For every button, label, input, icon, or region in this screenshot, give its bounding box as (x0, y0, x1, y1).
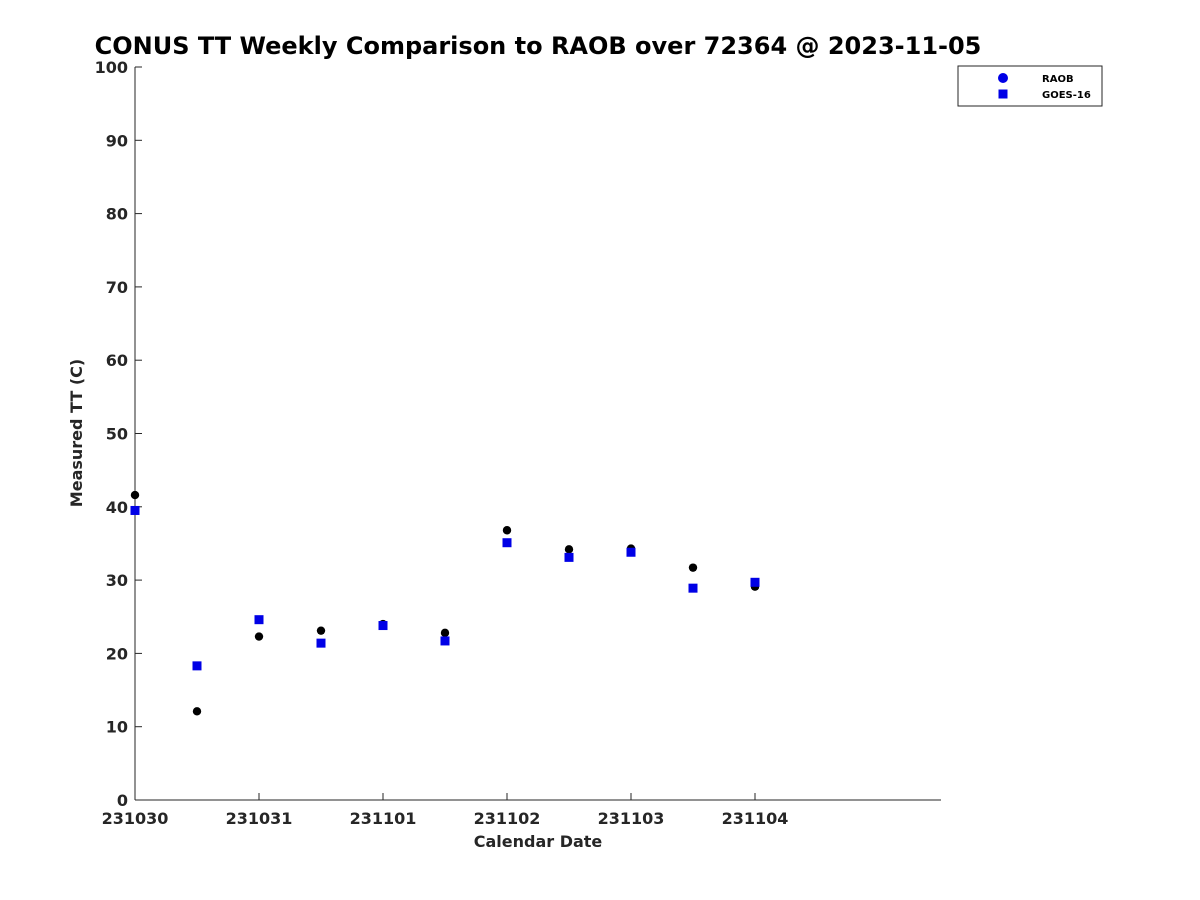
y-tick-label: 40 (106, 498, 128, 517)
x-tick-label: 231103 (598, 809, 665, 828)
x-axis-label: Calendar Date (474, 832, 603, 851)
x-tick-label: 231031 (226, 809, 293, 828)
point-goes16 (502, 538, 512, 548)
x-tick-label: 231030 (102, 809, 169, 828)
point-raob (130, 490, 140, 500)
y-tick-label: 90 (106, 131, 128, 150)
y-tick-label: 20 (106, 644, 128, 663)
y-tick-label: 10 (106, 718, 128, 737)
point-goes16 (192, 661, 202, 671)
legend: RAOB GOES-16 (957, 65, 1103, 107)
y-tick-label: 70 (106, 278, 128, 297)
point-raob (254, 632, 264, 641)
point-goes16 (440, 636, 450, 646)
data-points (130, 490, 760, 716)
point-goes16 (626, 547, 636, 557)
point-goes16 (378, 621, 388, 631)
x-tick-label: 231102 (474, 809, 541, 828)
point-goes16 (254, 615, 264, 625)
point-raob (316, 626, 326, 635)
point-raob (564, 545, 574, 554)
point-goes16 (130, 505, 140, 515)
x-ticks: 231030 231031 231101 231102 231103 231104 (102, 793, 789, 828)
legend-marker-raob (998, 73, 1008, 83)
legend-box (957, 65, 1103, 107)
y-tick-label: 100 (95, 58, 128, 77)
point-raob (502, 526, 512, 535)
point-goes16 (750, 577, 760, 587)
y-tick-label: 0 (117, 791, 128, 810)
y-tick-label: 30 (106, 571, 128, 590)
legend-marker-goes16 (998, 89, 1008, 99)
legend-label-goes16: GOES-16 (1042, 90, 1091, 101)
point-raob (440, 628, 450, 638)
axes (134, 67, 941, 801)
legend-label-raob: RAOB (1042, 74, 1074, 85)
y-tick-label: 50 (106, 425, 128, 444)
y-ticks: 0 10 20 30 40 50 60 70 80 90 100 (95, 58, 142, 810)
y-tick-label: 80 (106, 205, 128, 224)
y-tick-label: 60 (106, 351, 128, 370)
point-goes16 (316, 638, 326, 648)
point-goes16 (688, 583, 698, 593)
chart-title: CONUS TT Weekly Comparison to RAOB over … (95, 32, 982, 60)
x-tick-label: 231101 (350, 809, 417, 828)
point-goes16 (564, 552, 574, 562)
point-raob (688, 563, 698, 572)
x-tick-label: 231104 (722, 809, 789, 828)
point-raob (192, 707, 202, 716)
y-axis-label: Measured TT (C) (67, 359, 86, 507)
